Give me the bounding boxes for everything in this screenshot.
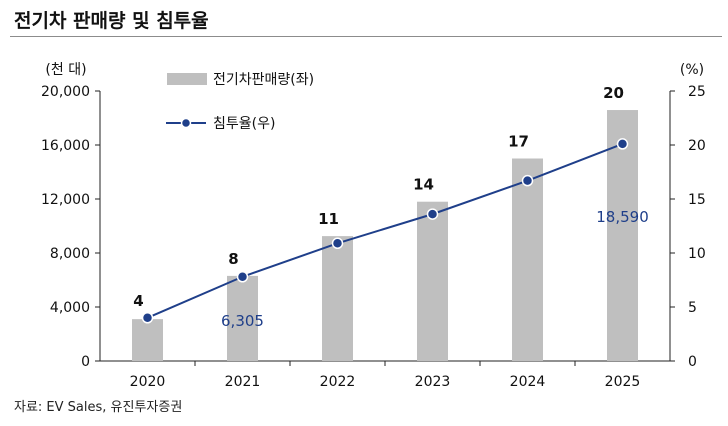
legend-bar-label: 전기차판매량(좌) [213,72,314,88]
line-point [236,271,249,283]
right-tick-label: 0 [688,354,697,370]
bar-sales [132,319,163,361]
line-point [521,174,534,187]
right-tick-label: 10 [688,246,706,262]
source-note: 자료: EV Sales, 유진투자증권 [14,400,183,415]
legend-line-label: 침투율(우) [213,116,275,132]
title-divider [10,36,722,37]
line-point [331,237,344,250]
x-tick-label: 2024 [510,374,546,390]
sales-callout-label: 6,305 [221,312,264,330]
left-axis-unit: (천 대) [45,62,86,78]
legend-bar-swatch [167,73,207,85]
left-tick-label: 4,000 [50,300,90,316]
line-point [141,312,154,324]
bar-sales [512,158,543,361]
bar-value-label: 20 [603,84,624,102]
line-penetration [147,142,623,319]
bar-value-label: 14 [413,176,434,194]
bar-sales [322,236,353,361]
right-tick-label: 20 [688,138,706,154]
bar-value-label: 4 [133,292,143,310]
right-axis-unit: (%) [680,62,704,78]
legend-line-marker [180,117,192,129]
bar-value-label: 17 [508,133,529,151]
x-tick-label: 2023 [415,374,451,390]
x-tick-label: 2025 [605,374,641,390]
right-tick-label: 15 [688,192,706,208]
right-tick-label: 5 [688,300,697,316]
left-tick-label: 0 [81,354,90,370]
left-tick-label: 8,000 [50,246,90,262]
bar-sales [607,110,638,361]
x-tick-label: 2022 [320,374,356,390]
left-tick-label: 20,000 [41,84,90,100]
x-tick-label: 2020 [130,374,166,390]
bar-sales [227,275,258,361]
left-tick-label: 12,000 [41,192,90,208]
line-point [426,208,439,220]
right-tick-label: 25 [688,84,706,100]
x-tick-label: 2021 [225,374,261,390]
sales-callout-label: 18,590 [596,208,649,226]
line-point [616,138,629,150]
chart-title: 전기차 판매량 및 침투율 [14,10,209,32]
bar-sales [417,201,448,361]
bar-value-label: 11 [318,210,339,228]
bar-value-label: 8 [228,250,238,268]
left-tick-label: 16,000 [41,138,90,154]
